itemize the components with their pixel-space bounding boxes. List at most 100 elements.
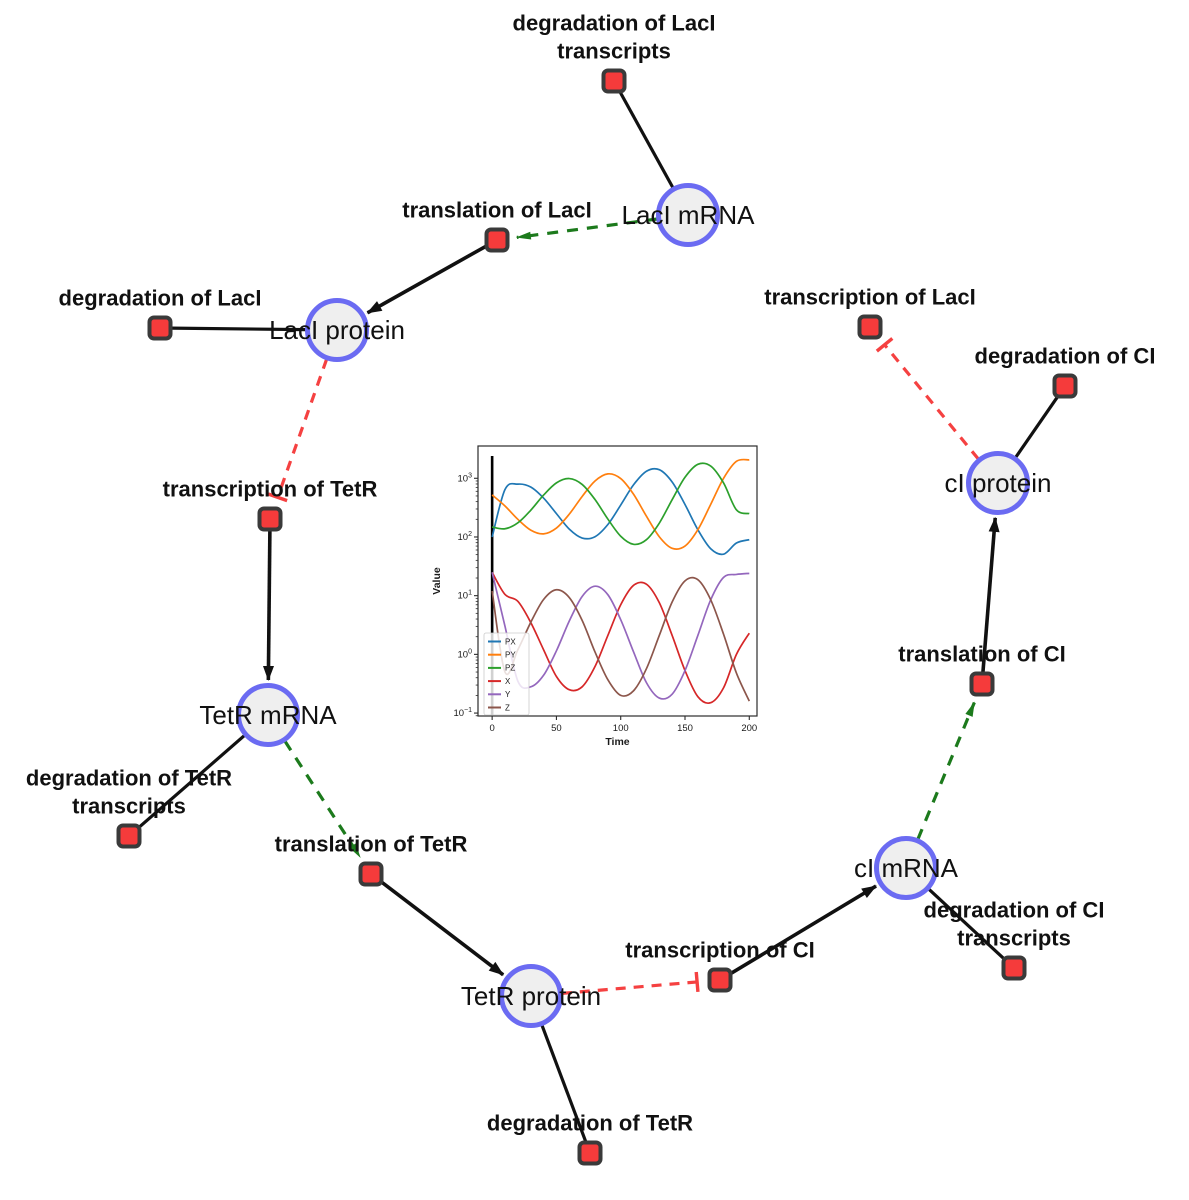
edges-layer (136, 89, 1061, 1144)
species-node-tetr_protein[interactable]: TetR protein (461, 964, 601, 1028)
species-node-tetr_mrna[interactable]: TetR mRNA (199, 683, 337, 747)
x-axis-label: Time (605, 736, 629, 748)
reaction-label: degradation of LacI (513, 11, 716, 36)
edge-consumption-tetr_protein-deg_tetr (540, 1024, 588, 1144)
species-node-laci_protein[interactable]: LacI protein (269, 298, 405, 362)
species-node-ci_protein[interactable]: cI protein (945, 451, 1052, 515)
legend-label-X: X (505, 677, 511, 686)
reaction-node-deg_ci_tx[interactable]: degradation of CI transcripts (924, 898, 1105, 981)
reaction-label: translation of LacI (402, 198, 591, 223)
series-Z (491, 576, 751, 702)
series-PY (491, 458, 750, 550)
x-tick-label: 50 (551, 723, 562, 734)
species-circle[interactable] (305, 298, 369, 362)
species-label: cI protein (945, 468, 1052, 498)
edge-production-txn_ci-ci_mrna (729, 884, 877, 976)
reaction-label: translation of CI (898, 642, 1065, 667)
species-circle[interactable] (499, 964, 563, 1028)
legend-label-Z: Z (505, 703, 510, 712)
series-Y (491, 572, 750, 700)
species-node-laci_mrna[interactable]: LacI mRNA (622, 183, 756, 247)
reaction-square[interactable] (577, 1140, 603, 1166)
reaction-node-txn_laci[interactable]: transcription of LacI (764, 285, 976, 340)
y-tick-label: 10−1 (453, 707, 472, 719)
reaction-label: transcripts (72, 794, 186, 819)
inset-chart: 0 50 100 150 20010−1100101102103TimeValuePXP… (431, 445, 758, 748)
reaction-label: degradation of LacI (59, 286, 262, 311)
reaction-label: transcription of CI (625, 938, 814, 963)
nodes-layer: LacI mRNA LacI protein cI protein TetR mRNA… (26, 11, 1156, 1166)
reaction-node-transl_laci[interactable]: translation of LacI (402, 198, 592, 253)
reaction-square[interactable] (116, 823, 142, 849)
species-circle[interactable] (874, 836, 938, 900)
reaction-node-transl_tetr[interactable]: translation of TetR (275, 832, 468, 887)
legend-label-PY: PY (505, 651, 516, 660)
x-tick-label: 150 (677, 723, 693, 734)
legend-label-PX: PX (505, 637, 516, 646)
series-PZ (491, 462, 750, 546)
species-label: cI mRNA (854, 853, 959, 883)
reaction-square[interactable] (484, 227, 510, 253)
reaction-square[interactable] (1052, 373, 1078, 399)
reaction-label: transcripts (957, 926, 1071, 951)
reaction-node-txn_ci[interactable]: transcription of CI (625, 938, 815, 993)
x-tick-label: 200 (741, 723, 757, 734)
edge-modifier-laci_mrna-transl_laci (515, 217, 658, 240)
reaction-label: degradation of CI (975, 344, 1156, 369)
species-label: LacI mRNA (622, 200, 756, 230)
edge-production-txn_tetr-tetr_mrna (263, 530, 274, 682)
reaction-label: degradation of CI (924, 898, 1105, 923)
reaction-square[interactable] (1001, 955, 1027, 981)
reaction-square[interactable] (857, 314, 883, 340)
reaction-node-transl_ci[interactable]: translation of CI (898, 642, 1066, 697)
axes-frame (477, 445, 758, 717)
reaction-node-deg_laci_tx[interactable]: degradation of LacI transcripts (513, 11, 716, 94)
y-tick-label: 100 (458, 648, 473, 660)
reaction-square[interactable] (257, 506, 283, 532)
reaction-square[interactable] (707, 967, 733, 993)
reaction-square[interactable] (601, 68, 627, 94)
reaction-label: transcripts (557, 39, 671, 64)
y-tick-label: 103 (458, 472, 473, 484)
reaction-label: transcription of LacI (764, 285, 975, 310)
y-axis-label: Value (431, 567, 443, 595)
series-PX (491, 467, 750, 556)
edge-inhibition-ci_protein-txn_laci (875, 337, 980, 461)
edge-consumption-tetr_mrna-deg_tetr_tx (136, 734, 246, 830)
x-tick-label: 0 (489, 723, 494, 734)
edge-inhibition-tetr_protein-txn_ci (561, 971, 700, 995)
species-label: LacI protein (269, 315, 405, 345)
y-tick-label: 101 (458, 590, 473, 602)
species-circle[interactable] (966, 451, 1030, 515)
species-circle[interactable] (236, 683, 300, 747)
edge-inhibition-laci_protein-txn_tetr (267, 358, 329, 503)
species-label: TetR mRNA (199, 700, 337, 730)
reaction-node-deg_tetr[interactable]: degradation of TetR (487, 1111, 693, 1166)
legend-label-PZ: PZ (505, 664, 515, 673)
reaction-label: translation of TetR (275, 832, 468, 857)
edge-modifier-tetr_mrna-transl_tetr (283, 740, 362, 859)
reaction-node-deg_tetr_tx[interactable]: degradation of TetR transcripts (26, 766, 232, 849)
reaction-node-deg_laci[interactable]: degradation of LacI (59, 286, 262, 341)
species-label: TetR protein (461, 981, 601, 1011)
edge-production-transl_tetr-tetr_protein (379, 879, 505, 977)
series-X (491, 571, 751, 705)
edge-production-transl_laci-laci_protein (366, 244, 488, 315)
reaction-node-deg_ci[interactable]: degradation of CI (975, 344, 1156, 399)
reaction-square[interactable] (147, 315, 173, 341)
y-tick-label: 102 (458, 531, 473, 543)
reaction-square[interactable] (358, 861, 384, 887)
edge-production-transl_ci-ci_protein (981, 516, 1000, 673)
edge-consumption-ci_protein-deg_ci (1014, 394, 1061, 459)
reaction-label: transcription of TetR (163, 477, 378, 502)
edge-consumption-laci_protein-deg_laci (170, 326, 307, 332)
species-node-ci_mrna[interactable]: cI mRNA (854, 836, 959, 900)
species-circle[interactable] (656, 183, 720, 247)
reaction-label: degradation of TetR (26, 766, 232, 791)
edge-consumption-ci_mrna-deg_ci_tx (927, 887, 1008, 962)
reaction-square[interactable] (969, 671, 995, 697)
reaction-node-txn_tetr[interactable]: transcription of TetR (163, 477, 378, 532)
legend: PX PY PZ XYZ (483, 632, 530, 716)
